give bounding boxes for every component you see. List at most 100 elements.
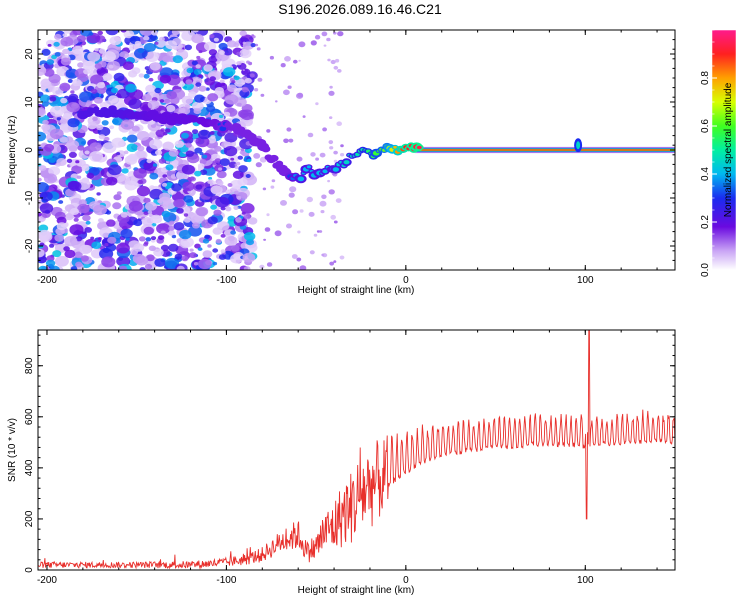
spectrum-blob	[168, 243, 179, 252]
x-tick-label: -200	[37, 575, 57, 586]
spectrum-blob	[212, 261, 218, 266]
spectrum-blob	[149, 62, 161, 71]
spectrum-blob	[62, 33, 68, 37]
spectrum-blob	[189, 252, 197, 259]
spectrum-blob	[64, 213, 74, 221]
spectrum-blob	[69, 208, 80, 215]
spectrum-blob	[49, 128, 64, 140]
spectrum-blob	[38, 177, 42, 182]
spectrum-blob	[144, 241, 149, 245]
spectrum-blob	[260, 93, 265, 97]
spectrum-blob	[314, 34, 321, 40]
spectrum-blob	[286, 223, 292, 229]
spectrum-blob	[250, 43, 256, 48]
spectrum-blob	[66, 158, 73, 163]
spectrum-blob	[329, 116, 333, 119]
spectrum-blob	[220, 249, 226, 254]
spectrum-blob	[98, 134, 106, 140]
spectrum-blob	[207, 244, 212, 248]
spectrum-blob	[66, 139, 80, 151]
y-tick-label: 800	[24, 357, 35, 374]
spectrum-blob	[210, 135, 216, 139]
y-tick-label: 20	[24, 48, 35, 60]
spectrum-blob	[143, 35, 150, 41]
spectrum-blob	[340, 153, 345, 157]
spectrum-blob	[309, 250, 315, 255]
spectrum-blob	[319, 200, 327, 207]
spectrum-blob	[329, 146, 334, 150]
spectrum-blob	[60, 97, 68, 104]
spectrum-blob	[39, 231, 53, 242]
spectrum-blob	[323, 44, 327, 47]
spectrum-blob	[160, 230, 166, 235]
spectrum-blob	[146, 158, 153, 164]
spectrum-blob	[336, 121, 343, 126]
spectrum-blob	[328, 189, 335, 195]
spectrum-blob	[106, 176, 118, 186]
spectrum-blob	[337, 69, 342, 73]
spectrum-blob	[145, 51, 160, 62]
ridge-core	[393, 145, 397, 149]
spectrum-blob	[73, 217, 79, 222]
spectrum-blob	[198, 85, 207, 92]
spectrum-blob	[241, 68, 251, 76]
spectrum-blob	[126, 143, 138, 152]
spectrum-blob	[49, 96, 57, 102]
spectrum-blob	[92, 116, 98, 121]
spectrum-blob	[231, 80, 236, 84]
spectrum-blob	[109, 36, 122, 46]
spectrum-blob	[89, 151, 104, 162]
spectrum-blob	[54, 52, 61, 57]
spectrum-blob	[172, 191, 187, 203]
spectrum-blob	[210, 185, 223, 195]
spectrum-blob	[243, 266, 251, 270]
spectrum-blob	[56, 222, 68, 231]
spectrum-blob	[143, 226, 154, 235]
spectrum-blob	[213, 209, 222, 216]
spectrum-blob	[123, 30, 135, 39]
spectrum-blob	[167, 230, 175, 236]
spectrum-blob	[333, 31, 337, 35]
spectrum-blob	[193, 108, 202, 115]
spectrum-blob	[270, 185, 275, 189]
spectrum-blob	[93, 97, 103, 104]
spectrum-blob	[299, 265, 307, 270]
spectrum-blob	[154, 41, 159, 45]
spectrum-blob	[199, 152, 204, 156]
spectrum-blob	[246, 60, 250, 64]
spectrum-blob	[185, 150, 194, 157]
spectrum-blob	[116, 242, 130, 254]
spectrum-blob	[215, 196, 230, 208]
spectrum-blob	[287, 85, 292, 89]
spectrum-blob	[185, 79, 193, 85]
spectrum-blob	[335, 198, 342, 204]
spectrum-blob	[195, 82, 202, 87]
spectrum-blob	[184, 44, 192, 51]
spectrum-blob	[104, 243, 109, 247]
spectrum-blob	[62, 66, 67, 70]
spectrum-blob	[181, 164, 195, 175]
spectrum-blob	[188, 91, 197, 98]
spectrum-blob	[209, 34, 215, 39]
spectrum-blob	[123, 150, 129, 155]
spectrum-blob	[296, 92, 304, 99]
spectrum-blob	[337, 31, 344, 37]
spectrum-blob	[158, 158, 166, 164]
spectrum-blob	[67, 79, 73, 83]
spectrum-blob	[44, 143, 55, 152]
spectrum-blob	[40, 191, 53, 202]
spectrum-blob	[47, 43, 52, 47]
spectrum-blob	[166, 51, 173, 57]
spectrum-blob	[186, 67, 194, 74]
spectrum-blob	[49, 105, 65, 117]
spectrum-blob	[52, 250, 62, 258]
spectrum-blob	[85, 220, 91, 225]
spectrum-blob	[96, 192, 101, 196]
carrier-band	[414, 149, 675, 151]
spectrum-blob	[263, 238, 266, 241]
spectrum-blob	[280, 200, 287, 206]
spectrum-blob	[310, 40, 317, 46]
spectrum-blob	[122, 61, 134, 70]
y-tick-label: 10	[24, 96, 35, 108]
